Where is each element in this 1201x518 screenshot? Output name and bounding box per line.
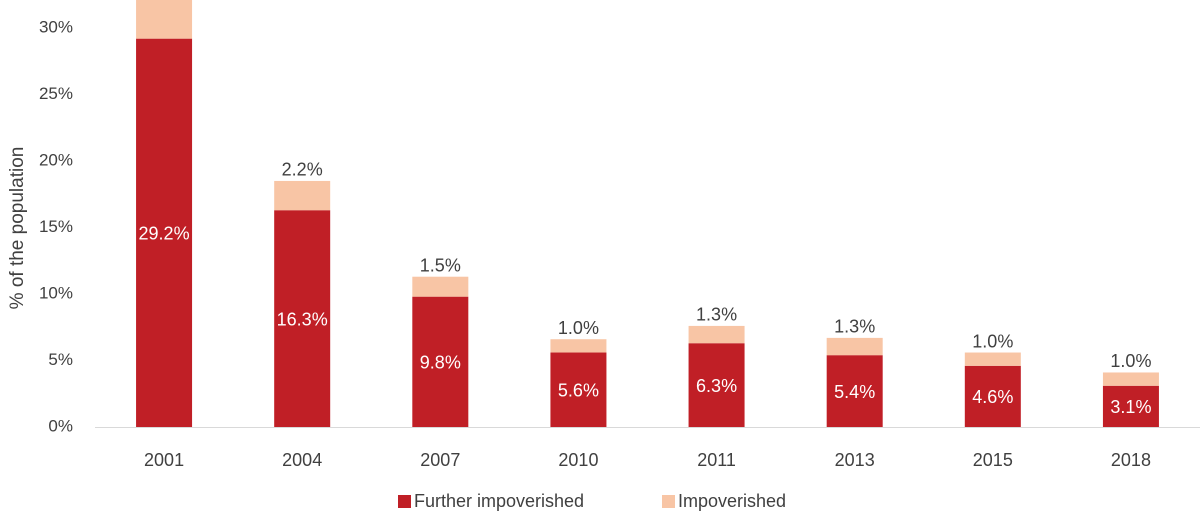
bar-segment xyxy=(1102,385,1159,427)
x-tick-label: 2018 xyxy=(1111,450,1151,470)
x-tick-label: 2015 xyxy=(973,450,1013,470)
x-tick-label: 2001 xyxy=(144,450,184,470)
data-label: 1.0% xyxy=(1110,351,1151,371)
bar-segment xyxy=(274,210,331,427)
y-tick-label: 10% xyxy=(39,283,73,302)
data-label: 3.1% xyxy=(1110,397,1151,417)
bar-segment xyxy=(1102,372,1159,386)
x-tick-label: 2013 xyxy=(835,450,875,470)
legend-label: Further impoverished xyxy=(414,491,584,511)
data-label: 4.6% xyxy=(972,387,1013,407)
bar-segment xyxy=(688,325,745,344)
data-label: 1.0% xyxy=(972,331,1013,351)
bar-segment xyxy=(550,339,607,353)
y-axis-label: % of the population xyxy=(7,147,28,310)
legend-swatch xyxy=(398,495,411,508)
data-label: 1.3% xyxy=(696,305,737,325)
data-label: 1.0% xyxy=(558,318,599,338)
data-label: 5.4% xyxy=(834,382,875,402)
bar-segment xyxy=(136,38,193,427)
bar-segment xyxy=(964,352,1021,366)
x-tick-label: 2011 xyxy=(697,450,736,470)
data-label: 6.3% xyxy=(696,376,737,396)
x-tick-label: 2004 xyxy=(282,450,322,470)
y-tick-label: 25% xyxy=(39,84,73,103)
y-tick-label: 15% xyxy=(39,217,73,236)
y-tick-label: 0% xyxy=(48,416,73,435)
legend-label: Impoverished xyxy=(678,491,786,511)
bar-segment xyxy=(826,355,883,427)
bar-segment xyxy=(136,0,193,39)
data-label: 5.6% xyxy=(558,381,599,401)
data-label: 29.2% xyxy=(139,224,190,244)
bar-segment xyxy=(688,343,745,427)
x-tick-label: 2007 xyxy=(420,450,460,470)
bar-segment xyxy=(274,180,331,211)
y-tick-label: 5% xyxy=(48,350,73,369)
legend-swatch xyxy=(662,495,675,508)
data-label: 2.2% xyxy=(282,160,323,180)
data-label: 1.3% xyxy=(834,317,875,337)
data-label: 16.3% xyxy=(277,309,328,329)
data-label: 9.8% xyxy=(420,353,461,373)
data-label: 1.5% xyxy=(420,255,461,275)
bar-segment xyxy=(964,365,1021,427)
bar-segment xyxy=(550,352,607,427)
y-tick-label: 20% xyxy=(39,150,73,169)
bar-segment xyxy=(826,337,883,356)
y-tick-label: 30% xyxy=(39,17,73,36)
bar-segment xyxy=(412,276,469,297)
x-tick-label: 2010 xyxy=(558,450,598,470)
bar-segment xyxy=(412,296,469,427)
